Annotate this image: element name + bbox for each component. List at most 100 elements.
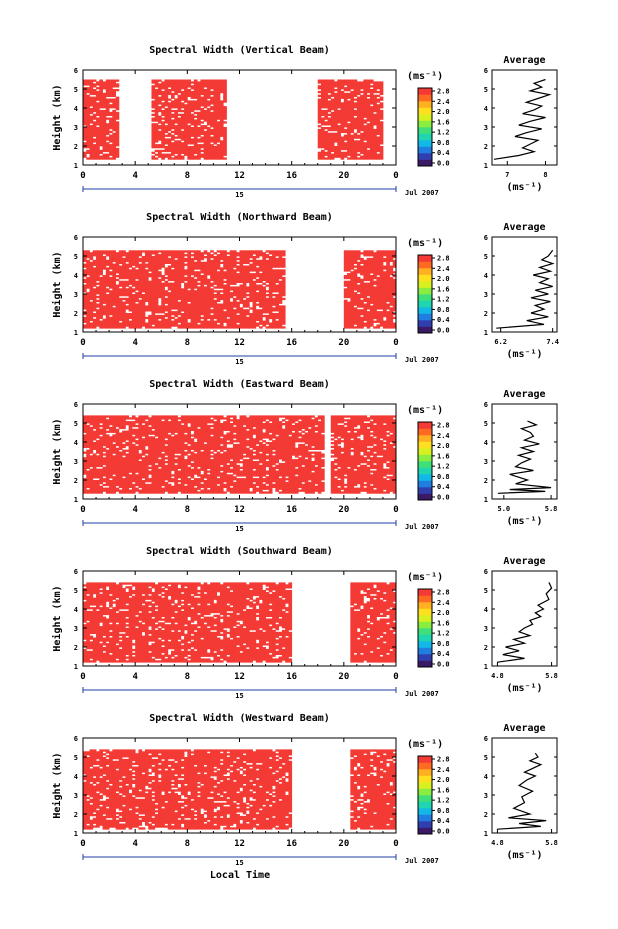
heatmap-cell bbox=[164, 299, 169, 302]
heatmap-cell bbox=[148, 269, 152, 272]
heatmap-cell bbox=[118, 250, 123, 253]
heatmap-cell bbox=[330, 102, 335, 105]
heatmap-cell bbox=[327, 151, 332, 154]
heatmap-cell bbox=[138, 286, 143, 289]
heatmap-cell bbox=[157, 119, 162, 122]
heatmap-cell bbox=[83, 132, 87, 135]
heatmap-cell bbox=[190, 267, 195, 270]
heatmap-cell bbox=[177, 157, 182, 160]
heatmap-cell bbox=[200, 85, 205, 88]
heatmap-cell bbox=[86, 127, 90, 130]
heatmap-cell bbox=[112, 127, 116, 130]
heatmap-cell bbox=[157, 261, 162, 264]
heatmap-cell bbox=[193, 267, 198, 270]
heatmap-cell bbox=[213, 94, 218, 97]
heatmap-cell bbox=[109, 299, 113, 302]
heatmap-cell bbox=[193, 147, 198, 151]
heatmap-cell bbox=[376, 98, 381, 101]
heatmap-cell bbox=[151, 278, 156, 282]
heatmap-cell bbox=[177, 113, 182, 116]
heatmap-cell bbox=[190, 81, 195, 84]
heatmap-cell bbox=[229, 301, 234, 304]
heatmap-cell bbox=[164, 259, 169, 263]
heatmap-cell bbox=[105, 125, 110, 128]
heatmap-cell bbox=[193, 250, 198, 253]
heatmap-cell bbox=[347, 125, 351, 128]
heatmap-cell bbox=[210, 136, 214, 139]
heatmap-cell bbox=[213, 303, 218, 306]
heatmap-cell bbox=[373, 326, 377, 329]
heatmap-cell bbox=[86, 149, 90, 153]
heatmap-cell bbox=[343, 92, 348, 96]
heatmap-cell bbox=[340, 123, 345, 126]
heatmap-cell bbox=[340, 138, 345, 141]
heatmap-cell bbox=[174, 90, 178, 94]
heatmap-cell bbox=[376, 136, 381, 139]
heatmap-cell bbox=[317, 104, 322, 107]
heatmap-cell bbox=[337, 113, 341, 116]
heatmap-cell bbox=[151, 96, 156, 99]
heatmap-cell bbox=[109, 303, 113, 306]
heatmap-cell bbox=[167, 275, 172, 278]
heatmap-cell bbox=[161, 309, 165, 312]
heatmap-cell bbox=[109, 273, 113, 276]
heatmap-cell bbox=[187, 263, 191, 266]
heatmap-cell bbox=[200, 263, 205, 266]
heatmap-cell bbox=[151, 140, 156, 143]
heatmap-cell bbox=[177, 98, 182, 101]
heatmap-cell bbox=[203, 303, 208, 306]
heatmap-cell bbox=[193, 324, 198, 327]
heatmap-cell bbox=[223, 136, 227, 139]
heatmap-cell bbox=[141, 295, 146, 299]
heatmap-cell bbox=[360, 132, 364, 135]
heatmap-cell bbox=[363, 128, 368, 132]
heatmap-cell bbox=[337, 106, 341, 109]
heatmap-cell bbox=[174, 147, 178, 151]
heatmap-cell bbox=[171, 94, 175, 97]
heatmap-cell bbox=[96, 108, 100, 111]
heatmap-cell bbox=[177, 275, 182, 278]
heatmap-cell bbox=[350, 155, 355, 158]
heatmap-cell bbox=[347, 130, 351, 134]
heatmap-cell bbox=[366, 104, 371, 107]
heatmap-cell bbox=[86, 121, 90, 124]
heatmap-cell bbox=[223, 81, 227, 84]
heatmap-cell bbox=[321, 117, 325, 120]
heatmap-cell bbox=[184, 127, 188, 130]
heatmap-cell bbox=[356, 102, 361, 105]
heatmap-cell bbox=[89, 311, 94, 314]
heatmap-cell bbox=[213, 81, 218, 84]
heatmap-cell bbox=[115, 147, 120, 151]
heatmap-cell bbox=[164, 128, 169, 132]
heatmap-cell bbox=[144, 316, 149, 320]
heatmap-cell bbox=[86, 278, 90, 282]
heatmap-cell bbox=[109, 307, 113, 310]
heatmap-cell bbox=[206, 117, 211, 120]
heatmap-cell bbox=[154, 284, 159, 287]
heatmap-cell bbox=[343, 121, 348, 124]
heatmap-cell bbox=[96, 324, 100, 327]
heatmap-cell bbox=[105, 294, 110, 297]
heatmap-cell bbox=[89, 119, 94, 122]
heatmap-cell bbox=[154, 257, 159, 261]
heatmap-cell bbox=[347, 149, 351, 153]
heatmap-cell bbox=[343, 142, 348, 145]
heatmap-cell bbox=[96, 290, 100, 293]
heatmap-cell bbox=[193, 314, 198, 318]
y-tick-label: 1 bbox=[74, 329, 78, 337]
heatmap-cell bbox=[190, 290, 195, 293]
heatmap-cell bbox=[203, 138, 208, 141]
heatmap-cell bbox=[363, 115, 368, 118]
heatmap-cell bbox=[353, 89, 358, 92]
heatmap-cell bbox=[210, 318, 214, 321]
heatmap-cell bbox=[343, 98, 348, 101]
heatmap-cell bbox=[330, 111, 335, 115]
heatmap-cell bbox=[203, 146, 208, 149]
heatmap-cell bbox=[141, 311, 146, 314]
heatmap-cell bbox=[125, 265, 130, 268]
heatmap-cell bbox=[206, 119, 211, 122]
heatmap-cell bbox=[360, 144, 364, 147]
y-tick-label: 5 bbox=[74, 253, 78, 261]
heatmap-cell bbox=[197, 250, 201, 253]
heatmap-cell bbox=[86, 294, 90, 297]
